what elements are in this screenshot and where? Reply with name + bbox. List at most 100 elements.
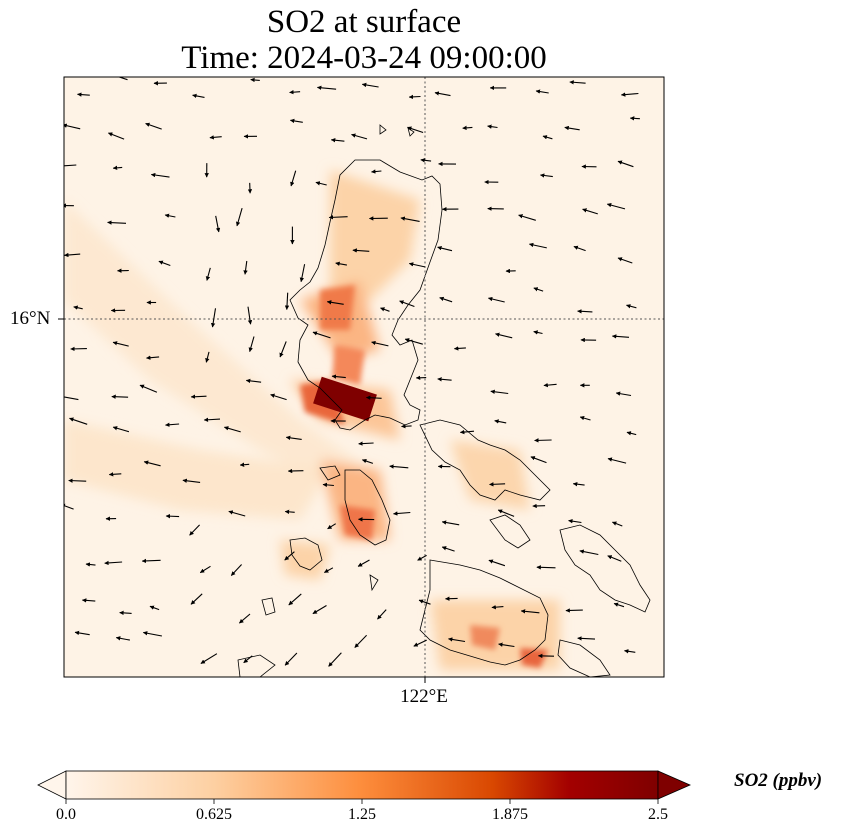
wind-arrow bbox=[284, 551, 295, 561]
map-panel bbox=[58, 76, 665, 683]
wind-arrow bbox=[141, 558, 161, 564]
wind-arrow bbox=[205, 351, 210, 363]
wind-arrow bbox=[533, 330, 543, 335]
wind-arrow bbox=[611, 334, 630, 339]
wind-arrow bbox=[331, 374, 346, 379]
wind-arrow bbox=[104, 560, 123, 566]
colorbar-max-extend bbox=[657, 770, 691, 800]
wind-arrow bbox=[439, 296, 453, 303]
wind-arrow bbox=[190, 394, 207, 399]
wind-arrow bbox=[288, 593, 302, 606]
wind-arrow bbox=[488, 559, 506, 567]
lat-tick-label: 16°N bbox=[10, 308, 51, 329]
wind-arrow bbox=[399, 300, 415, 308]
wind-arrow bbox=[182, 478, 201, 483]
wind-arrow bbox=[209, 135, 222, 140]
wind-arrow bbox=[420, 158, 432, 163]
wind-arrow bbox=[572, 482, 585, 487]
wind-arrow bbox=[326, 300, 344, 305]
wind-arrow bbox=[437, 245, 453, 252]
wind-arrow bbox=[215, 215, 221, 233]
map-title: SO2 at surface bbox=[266, 4, 462, 40]
wind-arrow bbox=[448, 637, 466, 643]
wind-arrow bbox=[64, 394, 79, 401]
wind-arrow bbox=[389, 464, 409, 469]
wind-arrow bbox=[189, 524, 200, 536]
wind-arrow bbox=[312, 331, 331, 339]
wind-arrow bbox=[85, 562, 96, 567]
wind-arrow bbox=[535, 89, 549, 94]
colorbar bbox=[37, 770, 691, 804]
wind-arrow bbox=[77, 92, 90, 97]
wind-arrow bbox=[112, 165, 123, 171]
wind-arrow bbox=[611, 521, 623, 527]
wind-arrow bbox=[607, 555, 622, 562]
wind-arrow bbox=[441, 546, 455, 552]
wind-arrow bbox=[115, 636, 130, 641]
wind-arrow bbox=[620, 92, 639, 97]
wind-arrow bbox=[361, 459, 374, 464]
wind-arrow bbox=[565, 608, 583, 613]
wind-arrow bbox=[401, 424, 412, 429]
wind-arrow bbox=[539, 173, 553, 178]
wind-arrow bbox=[111, 394, 129, 399]
wind-arrow bbox=[577, 636, 596, 641]
coastlines bbox=[237, 124, 651, 677]
wind-arrow bbox=[577, 309, 593, 314]
wind-arrow bbox=[494, 419, 507, 424]
wind-arrow bbox=[613, 602, 625, 608]
wind-arrow bbox=[315, 181, 327, 186]
wind-arrow bbox=[377, 609, 387, 620]
wind-arrow bbox=[533, 287, 544, 292]
wind-arrow bbox=[223, 426, 241, 433]
wind-arrow bbox=[68, 478, 87, 483]
wind-arrow bbox=[351, 133, 368, 140]
wind-arrow bbox=[536, 565, 556, 570]
wind-arrow bbox=[316, 85, 337, 90]
wind-arrow bbox=[69, 417, 88, 425]
colorbar-gradient bbox=[65, 770, 659, 800]
wind-arrow bbox=[487, 124, 498, 129]
wind-arrow bbox=[205, 267, 211, 281]
wind-arrow bbox=[437, 377, 452, 382]
colorbar-min-extend bbox=[37, 770, 67, 800]
wind-arrow bbox=[250, 77, 260, 83]
wind-arrow bbox=[528, 242, 547, 249]
wind-arrow bbox=[579, 549, 599, 556]
wind-arrow bbox=[490, 389, 509, 395]
wind-arrow bbox=[239, 613, 251, 624]
colorbar-tick-label: 1.25 bbox=[348, 806, 376, 823]
wind-arrow bbox=[330, 138, 345, 143]
wind-arrow bbox=[417, 554, 427, 561]
wind-arrow bbox=[150, 172, 170, 178]
wind-arrow bbox=[203, 417, 221, 422]
wind-arrow bbox=[462, 125, 473, 131]
wind-arrow bbox=[459, 429, 475, 435]
wind-arrow bbox=[64, 164, 77, 167]
wind-arrow bbox=[434, 91, 451, 97]
wind-arrow bbox=[289, 118, 303, 124]
wind-arrow bbox=[497, 509, 515, 517]
wind-arrow bbox=[400, 216, 420, 222]
wind-arrow bbox=[361, 82, 379, 88]
wind-arrow bbox=[112, 426, 130, 433]
wind-arrow bbox=[149, 605, 160, 611]
colorbar-tick-label: 2.5 bbox=[648, 806, 668, 823]
map-subtitle-time: Time: 2024-03-24 09:00:00 bbox=[181, 40, 547, 76]
wind-arrow bbox=[107, 132, 125, 140]
wind-arrow bbox=[245, 378, 262, 384]
wind-arrow bbox=[285, 435, 302, 441]
colorbar-tick-label: 0.0 bbox=[56, 806, 76, 823]
wind-arrow bbox=[371, 340, 389, 347]
wind-arrow bbox=[393, 511, 411, 516]
wind-arrow bbox=[73, 305, 83, 310]
wind-arrow bbox=[453, 346, 466, 351]
wind-arrow bbox=[573, 245, 586, 252]
wind-arrow bbox=[354, 634, 367, 648]
wind-arrow bbox=[615, 391, 632, 397]
wind-arrow bbox=[81, 598, 96, 603]
wind-arrow bbox=[352, 248, 370, 253]
wind-arrow bbox=[192, 93, 205, 99]
wind-arrow bbox=[582, 208, 598, 215]
wind-vectors bbox=[64, 77, 640, 667]
